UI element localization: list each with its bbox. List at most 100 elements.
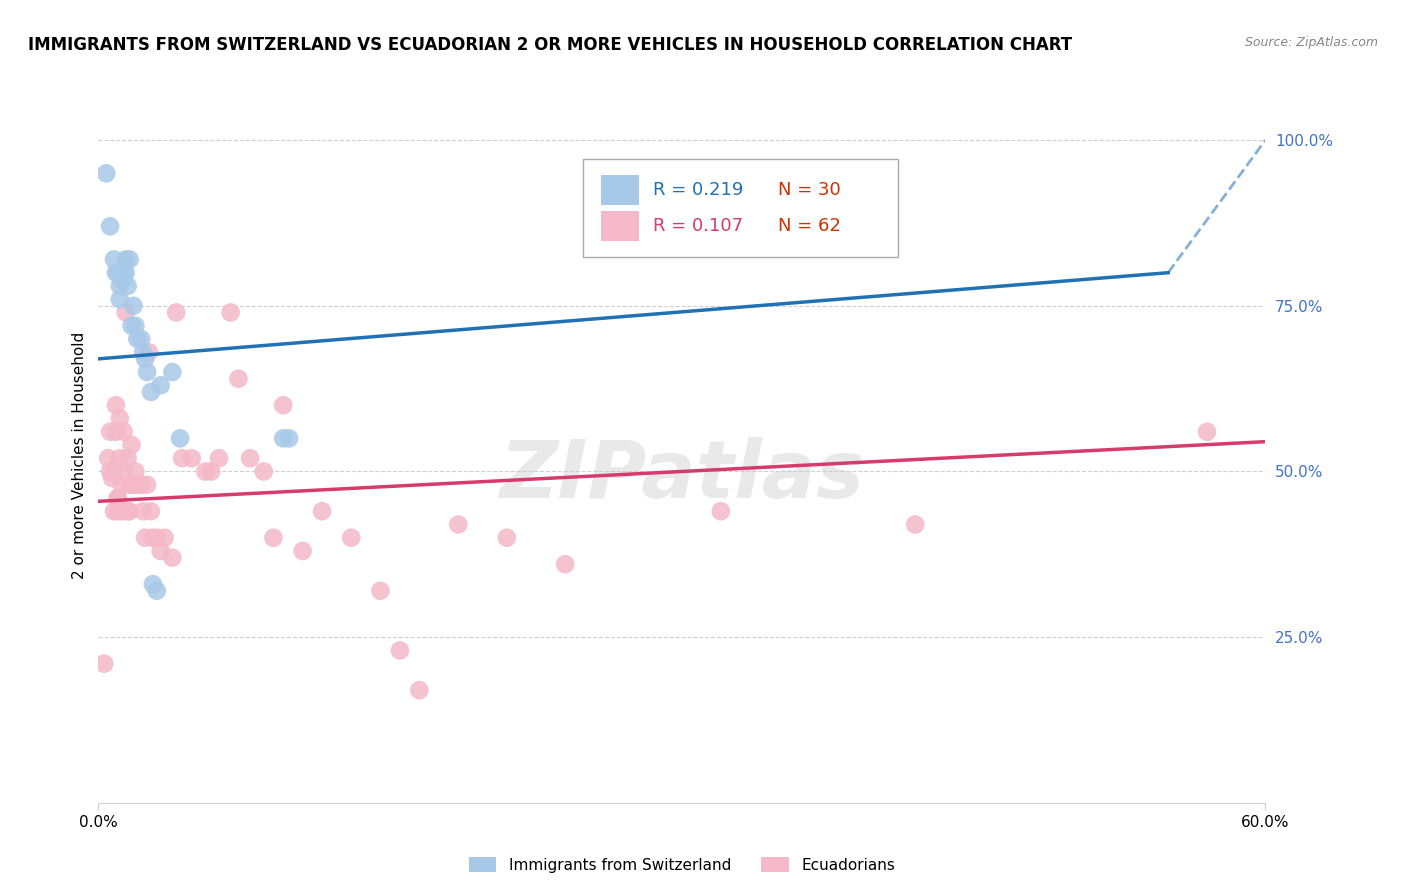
Point [108,292,131,306]
Point [136,365,159,379]
Point [146,531,169,545]
Point [93,657,115,671]
Point [219,305,242,319]
Point [118,504,141,518]
Point [118,252,141,267]
Point [408,683,430,698]
Text: Source: ZipAtlas.com: Source: ZipAtlas.com [1244,36,1378,49]
Point [134,531,156,545]
Point [134,351,156,366]
Point [111,477,134,491]
Point [112,465,135,479]
Point [136,477,159,491]
Point [291,544,314,558]
Point [104,266,127,280]
Point [111,504,134,518]
Point [170,451,193,466]
Point [146,583,169,598]
Text: N = 30: N = 30 [778,181,841,199]
Point [710,504,733,518]
Point [447,517,470,532]
Point [169,431,191,445]
Point [496,531,519,545]
Point [98,465,121,479]
Point [122,299,145,313]
Point [200,465,222,479]
Point [97,451,120,466]
Point [180,451,202,466]
Point [139,504,162,518]
Point [554,558,576,572]
Point [129,477,152,491]
Point [114,266,136,280]
Point [340,531,363,545]
Point [121,438,143,452]
FancyBboxPatch shape [602,175,638,205]
Point [142,531,165,545]
Point [111,272,134,286]
Point [153,531,176,545]
Point [108,411,131,425]
Point [208,451,231,466]
Point [127,477,149,491]
Point [121,318,143,333]
Point [107,491,129,505]
Point [138,345,160,359]
Point [108,279,131,293]
Point [114,305,136,319]
Point [104,425,127,439]
Point [239,451,262,466]
Point [388,643,411,657]
Point [117,451,139,466]
Point [370,583,392,598]
Point [139,384,162,399]
Point [103,252,125,267]
Point [118,477,141,491]
Text: R = 0.219: R = 0.219 [652,181,744,199]
Text: ZIPatlas: ZIPatlas [499,437,865,515]
Text: R = 0.107: R = 0.107 [652,217,742,235]
Point [278,431,301,445]
Point [132,345,155,359]
Point [108,451,131,466]
Point [253,465,276,479]
Point [162,550,184,565]
Point [101,471,124,485]
Text: IMMIGRANTS FROM SWITZERLAND VS ECUADORIAN 2 OR MORE VEHICLES IN HOUSEHOLD CORREL: IMMIGRANTS FROM SWITZERLAND VS ECUADORIA… [28,36,1073,54]
Point [103,504,125,518]
Point [103,465,125,479]
FancyBboxPatch shape [582,159,898,257]
Legend: Immigrants from Switzerland, Ecuadorians: Immigrants from Switzerland, Ecuadorians [463,850,901,879]
Point [107,266,129,280]
Point [904,517,927,532]
Point [165,305,187,319]
Point [262,531,284,545]
Point [127,332,149,346]
Point [117,504,139,518]
Point [129,332,152,346]
Text: N = 62: N = 62 [778,217,841,235]
Y-axis label: 2 or more Vehicles in Household: 2 or more Vehicles in Household [72,331,87,579]
Point [271,398,294,412]
Point [311,504,333,518]
Point [114,252,136,267]
Point [194,465,217,479]
Point [149,378,172,392]
Point [98,219,121,234]
FancyBboxPatch shape [602,211,638,242]
Point [107,491,129,505]
Point [1195,425,1218,439]
Point [104,398,127,412]
Point [132,504,155,518]
Point [124,465,146,479]
Point [142,577,165,591]
Point [96,166,118,180]
Point [117,279,139,293]
Point [98,425,121,439]
Point [271,431,294,445]
Point [162,365,184,379]
Point [124,318,146,333]
Point [107,504,129,518]
Point [228,372,250,386]
Point [112,272,135,286]
